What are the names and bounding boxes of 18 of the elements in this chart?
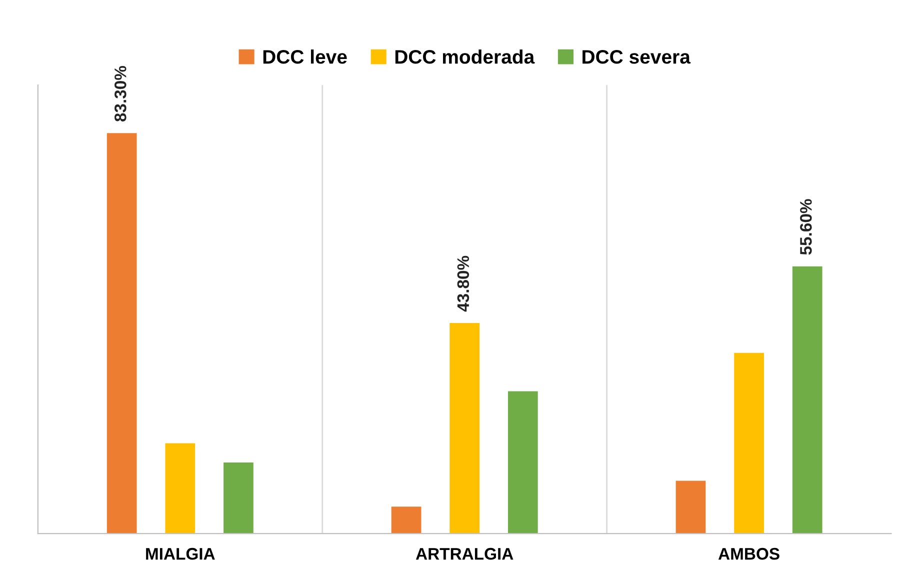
legend-label: DCC leve	[263, 49, 347, 64]
bar	[106, 133, 137, 534]
data-label: 83.30%	[114, 66, 126, 122]
bar	[224, 462, 254, 534]
x-tick-label: AMBOS	[718, 548, 780, 560]
x-tick-label: MIALGIA	[146, 548, 215, 560]
bar	[734, 352, 764, 534]
bar	[792, 266, 822, 534]
data-label: 43.80%	[457, 256, 470, 312]
legend-label: DCC severa	[582, 50, 691, 64]
bar	[508, 391, 538, 534]
bar	[391, 506, 422, 534]
x-tick-label: ARTRALGIA	[416, 548, 514, 560]
legend-label: DCC moderada	[395, 49, 535, 64]
bar	[676, 480, 706, 534]
bar	[450, 323, 480, 534]
data-label: 55.60%	[800, 199, 812, 255]
bar	[165, 443, 196, 534]
